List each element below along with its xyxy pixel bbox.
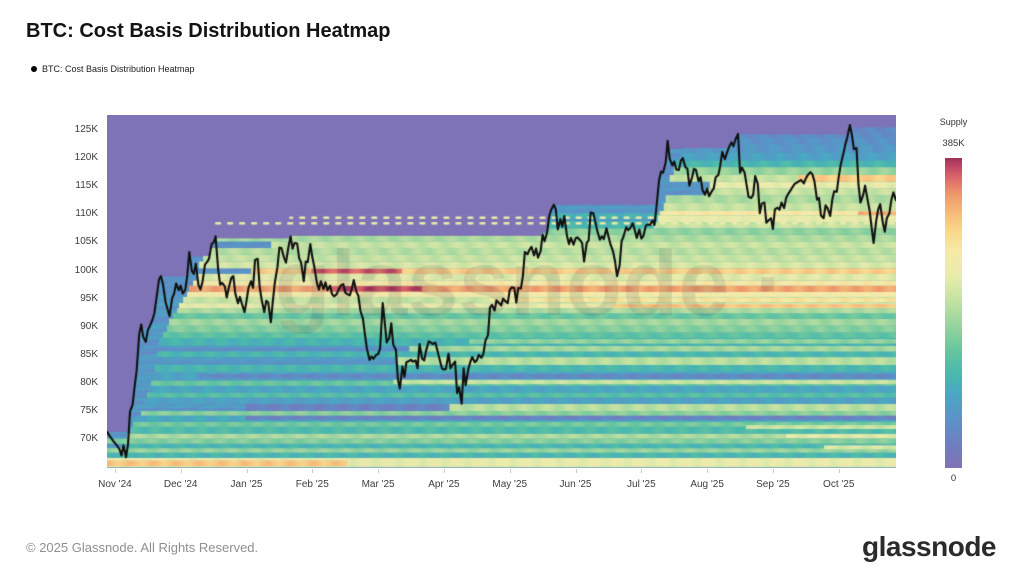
y-axis-label: 75K [80,405,98,417]
x-axis-tickmark [707,469,709,473]
heatmap-canvas[interactable] [107,115,896,468]
x-axis-label: Sep '25 [756,479,790,490]
y-axis-label: 95K [80,292,98,304]
x-axis-label: Jul '25 [627,479,656,490]
plot-area[interactable] [107,115,896,468]
y-axis-label: 100K [74,264,98,276]
page-title: BTC: Cost Basis Distribution Heatmap [26,20,391,42]
x-axis-tickmark [509,469,511,473]
y-axis-label: 90K [80,320,98,332]
x-axis-tickmark [312,469,314,473]
x-axis-label: Aug '25 [690,479,724,490]
x-axis-tickmark [575,469,577,473]
footer-copyright: © 2025 Glassnode. All Rights Reserved. [26,540,259,555]
x-axis-tickmark [772,469,774,473]
y-axis-label: 125K [74,124,98,135]
x-axis-tickmark [838,469,840,473]
colorbar-gradient [945,158,962,468]
y-axis-label: 80K [80,376,98,388]
legend-label: BTC: Cost Basis Distribution Heatmap [42,64,195,74]
y-axis-label: 110K [75,208,98,220]
x-axis-label: Dec '24 [163,479,198,490]
x-axis-label: Oct '25 [823,479,855,490]
x-axis-label: Feb '25 [295,479,329,490]
x-axis-tickmark [641,469,643,473]
y-axis-label: 105K [74,236,98,248]
y-axis-label: 120K [74,152,98,164]
y-axis-label: 85K [80,348,98,360]
x-axis-label: May '25 [492,479,528,490]
x-axis-label: Jan '25 [230,479,263,490]
colorbar-max-label: 385K [942,138,965,149]
x-axis-tickmark [246,469,248,473]
y-axis-label: 70K [80,433,98,445]
x-axis-label: Apr '25 [428,479,460,490]
colorbar-min-label: 0 [950,473,957,484]
legend[interactable]: BTC: Cost Basis Distribution Heatmap [31,64,195,74]
x-axis-tickmark [378,469,380,473]
x-axis-tickmark [443,469,445,473]
x-axis-label: Mar '25 [361,479,395,490]
brand-logo: glassnode [862,531,996,562]
x-axis-label: Nov '24 [98,479,132,490]
y-axis-label: 115K [75,180,98,192]
legend-marker-icon [31,66,37,72]
x-axis-label: Jun '25 [559,479,592,490]
x-axis-tickmark [180,469,182,473]
x-axis-tickmark [114,469,116,473]
colorbar-title: Supply [939,117,968,127]
